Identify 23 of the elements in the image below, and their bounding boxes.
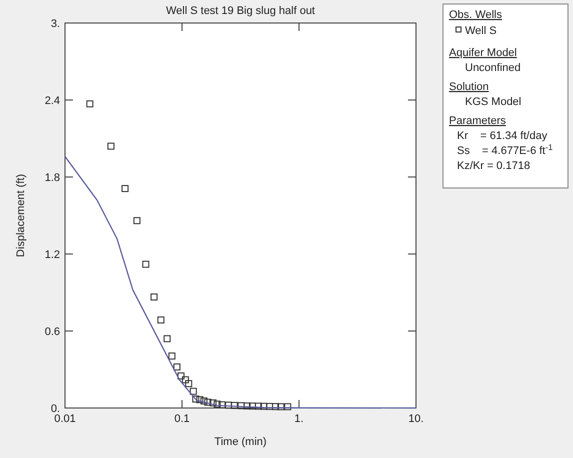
text: KGS Model xyxy=(465,96,522,108)
y-tick-label: 1.2 xyxy=(44,249,60,261)
text: Unconfined xyxy=(465,62,521,74)
text: Solution xyxy=(449,81,489,93)
legend-title: Obs. Wells xyxy=(449,9,502,21)
x-tick-label: 1. xyxy=(294,413,304,425)
x-axis-title: Time (min) xyxy=(214,436,267,448)
text: Ss = 4.677E-6 ft$^{-1}$ xyxy=(457,142,554,157)
x-tick-label: 0.01 xyxy=(54,413,76,425)
y-tick-label: 3. xyxy=(50,18,60,30)
y-tick-label: 2.4 xyxy=(44,95,60,107)
chart-title: Well S test 19 Big slug half out xyxy=(166,5,315,17)
y-tick-label: 0. xyxy=(50,403,60,415)
x-tick-label: 10. xyxy=(408,413,424,425)
text: Aquifer Model xyxy=(449,47,517,59)
text: Kr = 61.34 ft/day xyxy=(457,130,548,142)
y-tick-label: 0.6 xyxy=(44,326,60,338)
x-tick-label: 0.1 xyxy=(174,413,190,425)
y-axis-title: Displacement (ft) xyxy=(15,174,27,258)
y-tick-label: 1.8 xyxy=(44,172,60,184)
legend-label: Well S xyxy=(465,25,497,37)
text: Kz/Kr = 0.1718 xyxy=(457,160,530,172)
text: Parameters xyxy=(449,115,506,127)
